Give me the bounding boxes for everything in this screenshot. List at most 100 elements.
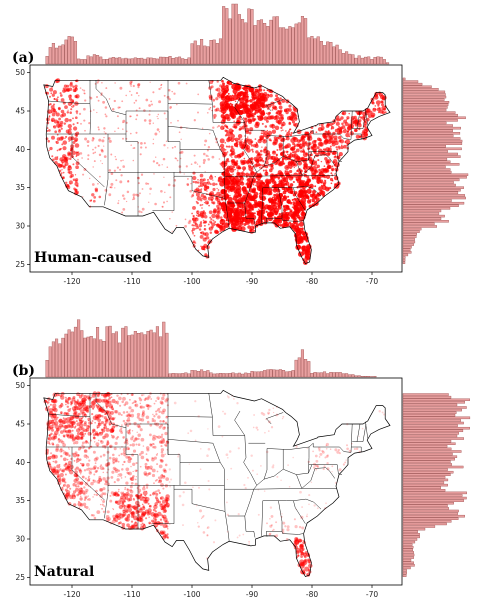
fire-dot — [247, 225, 251, 229]
fire-dot — [170, 122, 172, 124]
fire-dot — [95, 404, 98, 407]
fire-dot — [208, 108, 211, 111]
top-histogram-bar — [111, 333, 115, 378]
right-histogram-bar — [402, 194, 465, 197]
fire-dot — [125, 481, 129, 485]
fire-dot — [216, 126, 219, 128]
fire-dot — [200, 193, 205, 198]
fire-dot — [92, 166, 94, 168]
fire-dot — [67, 171, 70, 174]
fire-dot — [152, 138, 155, 140]
fire-dot — [122, 128, 124, 130]
fire-dot — [270, 164, 274, 167]
fire-dot — [74, 495, 76, 498]
fire-dot — [264, 160, 269, 165]
top-histogram-bar — [162, 56, 166, 65]
fire-dot — [104, 113, 107, 116]
fire-dot — [67, 164, 72, 169]
fire-dot — [65, 451, 69, 456]
x-tick-label: -110 — [123, 590, 140, 599]
fire-dot — [224, 169, 230, 175]
fire-dot — [298, 183, 301, 186]
fire-dot — [100, 393, 104, 397]
fire-dot — [249, 104, 253, 108]
fire-dot — [180, 150, 184, 154]
top-histogram-bar — [316, 36, 320, 65]
top-histogram-bar — [278, 27, 282, 65]
fire-dot — [130, 144, 132, 146]
fire-dot — [255, 159, 259, 163]
fire-dot — [133, 400, 137, 403]
top-histogram-bar — [86, 336, 90, 378]
fire-dot — [246, 202, 249, 205]
fire-dot — [224, 211, 227, 214]
fire-dot — [149, 504, 152, 508]
fire-dot — [185, 82, 188, 85]
top-histogram-bar — [165, 332, 169, 378]
fire-dot — [88, 121, 91, 125]
top-histogram-bar — [187, 57, 191, 65]
fire-dot — [283, 162, 286, 165]
fire-dot — [265, 106, 267, 108]
fire-dot — [280, 130, 282, 132]
fire-dot — [240, 181, 245, 186]
fire-dot — [192, 205, 196, 210]
fire-dot — [212, 98, 216, 102]
fire-dot — [298, 158, 301, 161]
fire-dot — [203, 195, 207, 198]
fire-dot — [338, 147, 341, 150]
fire-dot — [203, 228, 207, 231]
fire-dot — [83, 89, 86, 92]
fire-dot — [307, 135, 313, 141]
fire-dot — [120, 427, 123, 430]
fire-dot — [167, 88, 171, 92]
fire-dot — [119, 404, 122, 407]
fire-dot — [159, 497, 162, 500]
fire-dot — [159, 407, 162, 409]
fire-dot — [178, 131, 181, 134]
fire-dot — [314, 454, 318, 458]
fire-dot — [259, 158, 263, 162]
fire-dot — [319, 189, 324, 195]
fire-dot — [155, 400, 157, 402]
fire-dot — [331, 122, 335, 125]
fire-dot — [156, 396, 160, 400]
right-histogram-bar — [402, 483, 448, 487]
fire-dot — [54, 78, 60, 84]
fire-dot — [333, 135, 338, 140]
top-histogram-bar — [256, 371, 260, 378]
top-histogram-bar — [341, 373, 345, 378]
fire-dot — [244, 97, 246, 99]
fire-dot — [115, 460, 118, 463]
top-histogram-bar — [294, 359, 298, 378]
fire-dot — [318, 171, 324, 177]
fire-dot — [203, 185, 207, 188]
fire-dot — [49, 95, 51, 98]
fire-dot — [108, 139, 112, 143]
fire-dot — [155, 410, 158, 413]
fire-dot — [110, 172, 114, 176]
fire-dot — [227, 92, 230, 95]
top-histogram-bar — [231, 3, 235, 65]
fire-dot — [194, 223, 199, 227]
fire-dot — [188, 463, 190, 465]
fire-dot — [338, 140, 341, 143]
fire-dot — [84, 428, 88, 433]
state-border — [95, 80, 127, 116]
y-tick-label: 45 — [15, 107, 25, 116]
top-histogram-bar — [61, 44, 65, 65]
fire-dot — [137, 182, 140, 185]
fire-dot — [301, 526, 305, 530]
fire-dot — [62, 457, 67, 462]
fire-dot — [129, 444, 132, 447]
fire-dot — [75, 458, 80, 463]
top-histogram-bar — [225, 373, 229, 378]
fire-dot — [124, 401, 129, 405]
fire-dot — [273, 181, 277, 184]
top-histogram-bar — [348, 374, 352, 378]
fire-dot — [163, 504, 167, 507]
state-border — [167, 439, 214, 444]
fire-dot — [216, 207, 221, 212]
fire-dot — [209, 80, 214, 85]
right-histogram-bar — [402, 248, 411, 251]
